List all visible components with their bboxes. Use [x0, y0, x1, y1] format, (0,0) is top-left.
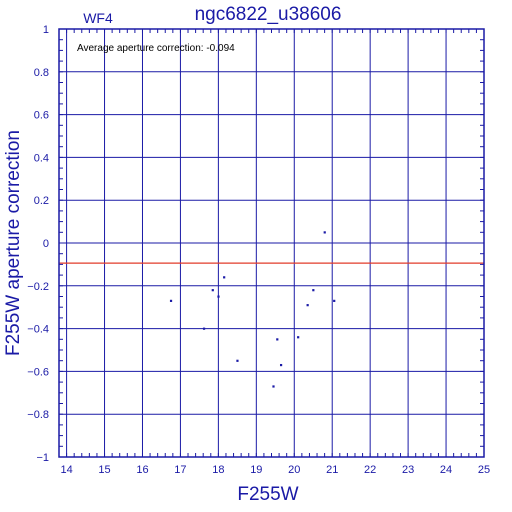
data-point [312, 289, 315, 292]
y-axis-label: F255W aperture correction [3, 130, 24, 356]
y-tick-label: −0.4 [27, 324, 49, 336]
x-axis-label: F255W [237, 484, 298, 505]
x-tick-label: 23 [402, 464, 414, 476]
data-point [223, 276, 226, 279]
y-tick-label: −0.2 [27, 281, 49, 293]
data-point [323, 231, 326, 234]
data-point [236, 359, 239, 362]
x-tick-label: 18 [212, 464, 224, 476]
x-tick-label: 24 [440, 464, 452, 476]
data-point [297, 336, 300, 339]
y-tick-label: 0 [43, 238, 49, 250]
x-tick-label: 15 [98, 464, 110, 476]
data-point [333, 299, 336, 302]
y-tick-label: −0.6 [27, 366, 49, 378]
y-tick-label: 0.2 [34, 195, 49, 207]
y-tick-labels: −1 −0.8 −0.6 −0.4 −0.2 0 0.2 0.4 0.6 0.8 1 [27, 24, 484, 464]
y-tick-label: 1 [43, 24, 49, 36]
data-point [306, 304, 309, 307]
x-tick-label: 14 [60, 464, 72, 476]
x-tick-label: 16 [136, 464, 148, 476]
data-points [169, 231, 336, 388]
y-tick-label: 0.4 [34, 152, 49, 164]
data-point [279, 363, 283, 367]
data-point [211, 289, 214, 292]
grid [59, 29, 484, 457]
x-tick-label: 21 [326, 464, 338, 476]
x-tick-label: 19 [250, 464, 262, 476]
x-tick-label: 17 [174, 464, 186, 476]
y-tick-label: −1 [36, 452, 49, 464]
chip-label: WF4 [83, 10, 113, 26]
y-tick-label: 0.6 [34, 110, 49, 122]
data-point [276, 338, 279, 341]
y-tick-label: −0.8 [27, 409, 49, 421]
data-point [217, 295, 220, 298]
x-tick-labels: 14 15 16 17 18 19 20 21 22 23 24 25 [58, 29, 490, 476]
x-tick-label: 22 [364, 464, 376, 476]
data-point [272, 385, 275, 388]
y-tick-label: 0.8 [34, 67, 49, 79]
chart-title: ngc6822_u38606 [195, 4, 342, 25]
x-tick-label: 25 [478, 464, 490, 476]
x-tick-label: 20 [288, 464, 300, 476]
data-point [202, 327, 206, 330]
average-correction-annotation: Average aperture correction: -0.094 [77, 43, 235, 54]
data-point [169, 299, 173, 302]
